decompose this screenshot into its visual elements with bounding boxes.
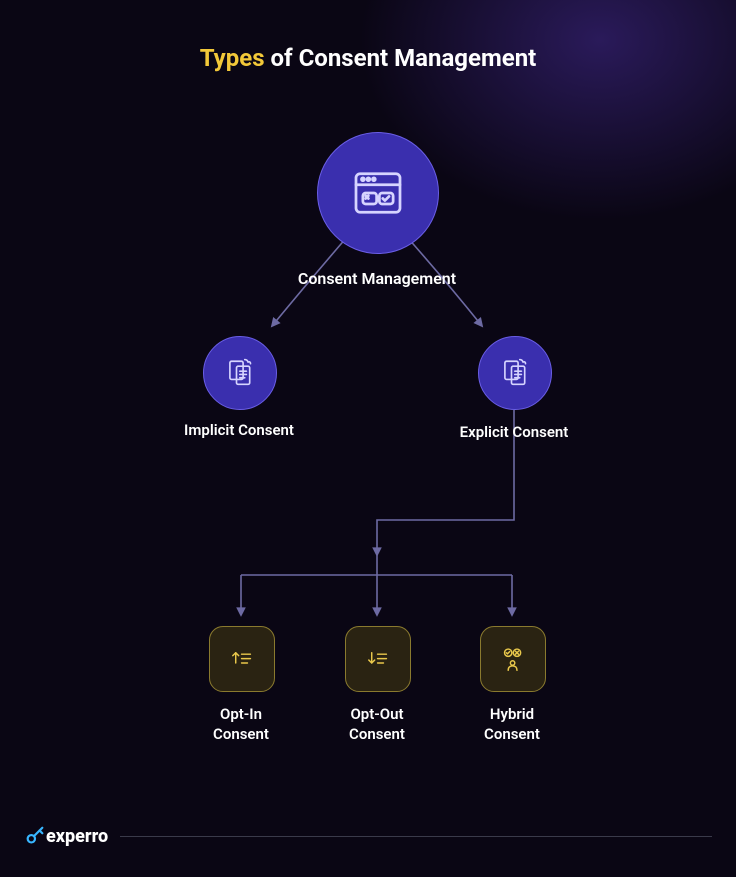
label-implicit-consent: Implicit Consent — [129, 420, 349, 440]
label-explicit-consent: Explicit Consent — [404, 422, 624, 442]
node-opt-in-consent — [209, 626, 275, 692]
brand-text: experro — [46, 826, 108, 847]
brand-logo: experro — [24, 825, 108, 847]
key-icon — [24, 825, 46, 847]
node-consent-management — [317, 132, 439, 254]
node-hybrid-consent — [480, 626, 546, 692]
node-implicit-consent — [203, 336, 277, 410]
title-accent: Types — [200, 44, 265, 72]
title-rest: of Consent Management — [265, 44, 537, 72]
label-hybrid-consent: HybridConsent — [402, 704, 622, 745]
diagram-title: Types of Consent Management — [0, 44, 736, 72]
label-consent-management: Consent Management — [267, 268, 487, 290]
footer-rule — [120, 836, 712, 837]
node-explicit-consent — [478, 336, 552, 410]
node-opt-out-consent — [345, 626, 411, 692]
footer: experro — [24, 825, 712, 847]
connectors — [0, 0, 736, 877]
